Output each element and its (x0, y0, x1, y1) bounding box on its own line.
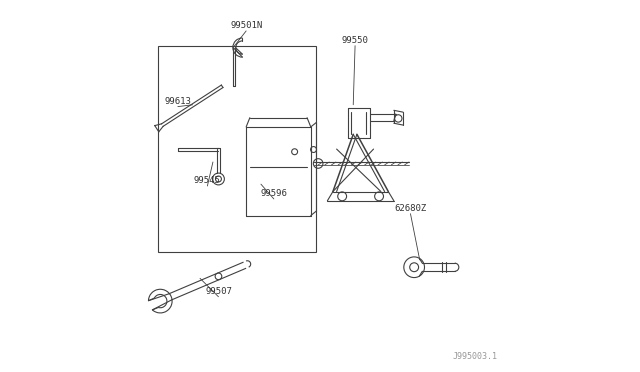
Text: 99613: 99613 (164, 97, 191, 106)
Text: 99545: 99545 (194, 176, 221, 185)
Text: J995003.1: J995003.1 (452, 352, 497, 361)
Text: 99501N: 99501N (230, 21, 262, 30)
Text: 62680Z: 62680Z (394, 203, 427, 213)
Text: 99507: 99507 (205, 287, 232, 296)
Text: 99550: 99550 (342, 36, 369, 45)
Bar (157, 46, 316, 253)
Text: 99596: 99596 (260, 189, 287, 198)
